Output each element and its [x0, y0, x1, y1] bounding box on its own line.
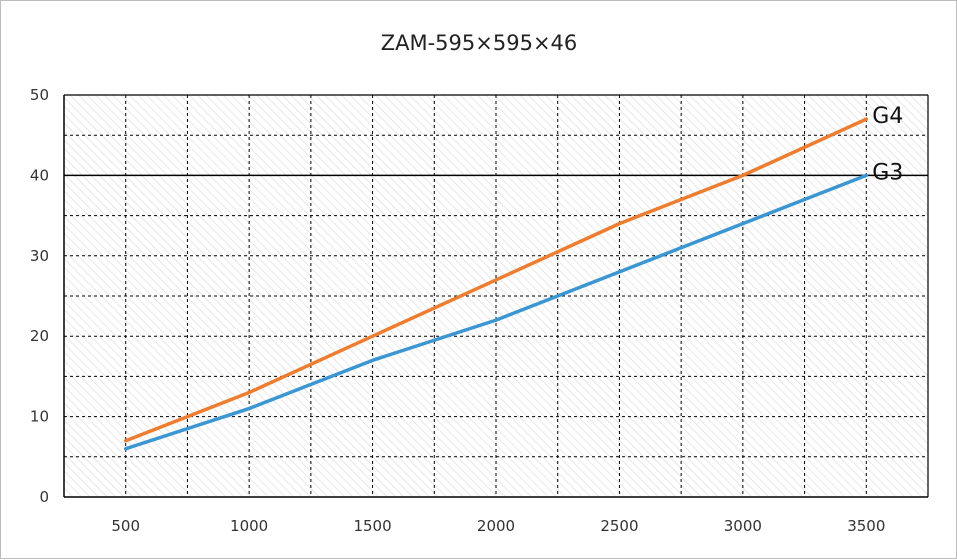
x-tick-labels: 500 1000 1500 2000 2500 3000 3500 — [111, 517, 885, 535]
y-tick-labels: 0 10 20 30 40 50 — [30, 86, 49, 506]
grid — [64, 94, 928, 497]
x-tick-label: 500 — [111, 517, 140, 535]
x-tick-label: 2500 — [600, 517, 638, 535]
y-tick-label: 40 — [30, 166, 49, 184]
axes — [63, 94, 929, 498]
series-label-g4: G4 — [872, 104, 903, 129]
x-tick-label: 3000 — [724, 517, 762, 535]
x-tick-label: 3500 — [847, 517, 885, 535]
chart-title: ZAM-595×595×46 — [381, 31, 578, 55]
series-labels: G4 G3 — [872, 104, 903, 185]
y-tick-label: 10 — [30, 408, 49, 426]
series-line-g4 — [123, 117, 869, 443]
x-tick-label: 2000 — [477, 517, 515, 535]
y-tick-label: 20 — [30, 327, 49, 345]
series-line-g3 — [123, 173, 869, 451]
y-tick-label: 30 — [30, 247, 49, 265]
y-tick-label: 50 — [30, 86, 49, 104]
x-tick-label: 1000 — [230, 517, 268, 535]
series-label-g3: G3 — [872, 160, 903, 185]
y-tick-label: 0 — [39, 488, 49, 506]
series-lines — [123, 117, 869, 451]
x-tick-label: 1500 — [353, 517, 391, 535]
